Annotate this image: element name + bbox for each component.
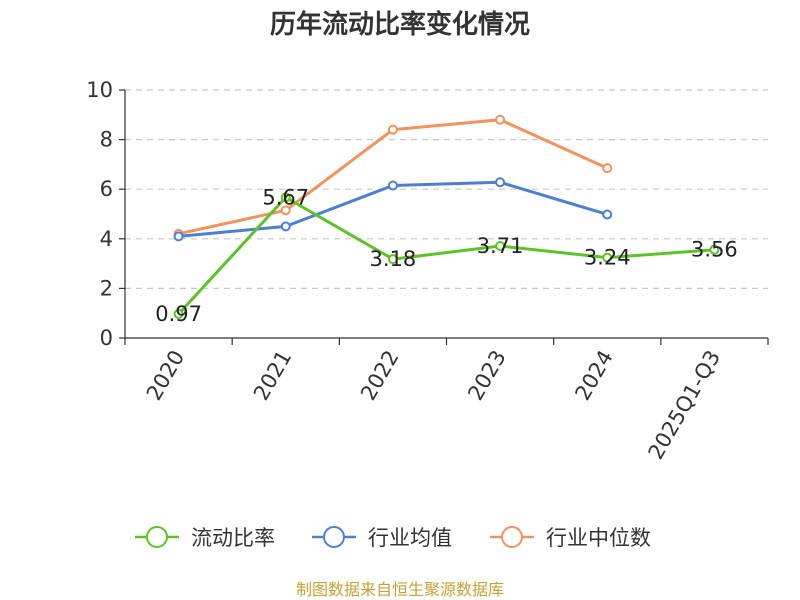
y-tick-label: 8 [100,128,113,152]
data-point [173,308,184,319]
data-point [602,209,613,220]
legend-swatch-marker [146,526,168,548]
data-point [280,221,291,232]
data-point [280,205,291,216]
y-tick-label: 2 [100,276,113,300]
legend: 流动比率 行业均值 行业中位数 [135,526,651,550]
data-label: 5.67 [262,185,309,209]
data-label: 3.24 [584,246,631,270]
data-label: 3.71 [477,234,524,258]
x-tick-label: 2022 [356,346,404,404]
data-point [495,240,506,251]
data-label: 3.18 [370,247,417,271]
data-label: 3.56 [691,238,738,262]
data-point [387,254,398,265]
grid [125,89,768,289]
series-line [177,195,715,315]
x-tick-label: 2024 [570,346,618,404]
data-label: 0.97 [155,302,202,326]
legend-swatch-marker [501,526,523,548]
legend-label: 流动比率 [191,526,275,550]
legend-label: 行业中位数 [546,526,651,550]
chart-title: 历年流动比率变化情况 [270,9,530,40]
legend-swatch-marker [323,526,345,548]
axes [124,90,768,339]
data-point [709,244,720,255]
x-tick-label: 2023 [463,346,511,404]
data-point [173,231,184,242]
data-point [495,114,506,125]
y-tick-label: 4 [100,227,113,251]
data-point [602,163,613,174]
y-axis-ticks: 0 2 4 6 8 10 [86,78,125,350]
x-axis-ticks: 2020 2021 2022 2023 2024 2025Q1-Q3 [124,338,769,463]
legend-label: 行业均值 [368,526,452,550]
data-point [387,124,398,135]
x-tick-label: 2025Q1-Q3 [644,346,726,463]
source-note: 制图数据来自恒生聚源数据库 [296,580,504,599]
series-line [178,118,608,236]
series-group [173,114,720,319]
data-point [280,192,291,203]
data-point [387,180,398,191]
x-tick-label: 2020 [142,346,190,404]
data-point [602,252,613,263]
x-tick-label: 2021 [249,346,297,404]
y-tick-label: 6 [100,177,113,201]
y-tick-label: 10 [86,78,113,102]
data-labels: 0.97 5.67 3.18 3.71 3.24 3.56 [155,185,738,326]
y-tick-label: 0 [100,326,113,350]
data-point [495,177,506,188]
